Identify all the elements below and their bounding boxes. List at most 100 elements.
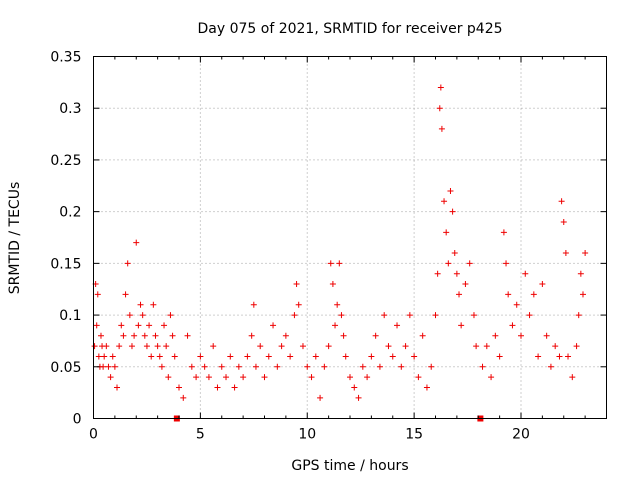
data-point (394, 322, 401, 329)
chart-title: Day 075 of 2021, SRMTID for receiver p42… (197, 21, 502, 37)
data-point (248, 332, 255, 339)
data-point (492, 332, 499, 339)
data-point (143, 343, 150, 350)
y-tick-label: 0.2 (59, 205, 81, 221)
data-point (569, 374, 576, 381)
data-point (126, 312, 133, 319)
data-point (332, 322, 339, 329)
data-point (118, 322, 125, 329)
data-point (299, 343, 306, 350)
data-point (447, 187, 454, 194)
data-point (91, 343, 98, 350)
data-point (577, 270, 584, 277)
data-point (116, 343, 123, 350)
data-point (122, 291, 129, 298)
data-point (462, 281, 469, 288)
data-point (436, 105, 443, 112)
data-point (214, 384, 221, 391)
data-point (432, 312, 439, 319)
data-point (148, 353, 155, 360)
data-point (522, 270, 529, 277)
y-tick-label: 0.3 (59, 101, 81, 117)
data-point (355, 394, 362, 401)
data-point (250, 301, 257, 308)
data-point (133, 239, 140, 246)
data-point (274, 363, 281, 370)
data-point (389, 353, 396, 360)
data-point (438, 125, 445, 132)
data-point (565, 353, 572, 360)
data-point (466, 260, 473, 267)
data-point (197, 353, 204, 360)
x-tick-labels: 0 5 10 15 20 (89, 427, 530, 443)
data-point (156, 353, 163, 360)
data-point (128, 343, 135, 350)
y-axis-label: SRMTID / TECUs (7, 182, 23, 295)
data-point (103, 343, 110, 350)
data-point (340, 332, 347, 339)
data-point (558, 198, 565, 205)
x-tick-label: 0 (89, 427, 98, 443)
x-tick-label: 5 (196, 427, 205, 443)
data-point (240, 374, 247, 381)
data-point (338, 312, 345, 319)
data-point (518, 332, 524, 339)
data-point (321, 363, 328, 370)
data-point (312, 353, 319, 360)
data-point (479, 363, 486, 370)
data-point (124, 260, 131, 267)
data-point (552, 343, 559, 350)
data-point (163, 343, 170, 350)
y-tick-label: 0.15 (50, 256, 81, 272)
data-point (176, 384, 182, 391)
data-point (470, 312, 477, 319)
data-point (291, 312, 298, 319)
data-point (451, 250, 458, 257)
data-point (231, 384, 238, 391)
data-point (227, 353, 234, 360)
data-point (329, 281, 336, 288)
data-point (573, 343, 580, 350)
data-point (93, 322, 100, 329)
data-point (293, 281, 300, 288)
data-point (158, 363, 165, 370)
grid (93, 56, 607, 419)
data-point (94, 291, 101, 298)
data-point (167, 312, 174, 319)
y-tick-label: 0 (73, 412, 82, 428)
data-point (458, 322, 465, 329)
axis-ticks (93, 56, 607, 419)
data-point (579, 291, 586, 298)
data-point (109, 353, 116, 360)
data-point (325, 343, 332, 350)
data-point (165, 374, 172, 381)
x-tick-label: 15 (405, 427, 423, 443)
data-point (560, 218, 567, 225)
data-point (336, 260, 343, 267)
data-point (547, 363, 554, 370)
data-point (252, 363, 259, 370)
data-point (505, 291, 512, 298)
data-point (530, 291, 537, 298)
data-point (543, 332, 550, 339)
data-point (453, 270, 460, 277)
data-point (105, 363, 112, 370)
data-point (437, 84, 444, 91)
data-point (278, 343, 285, 350)
data-point (141, 332, 148, 339)
data-point (184, 332, 191, 339)
data-point (308, 374, 315, 381)
x-tick-label: 20 (512, 427, 530, 443)
data-point (562, 250, 569, 257)
data-point (513, 301, 520, 308)
data-point (342, 353, 349, 360)
data-point (295, 301, 302, 308)
data-point (500, 229, 507, 236)
data-point (359, 363, 366, 370)
data-point (218, 363, 225, 370)
data-point (411, 353, 418, 360)
data-point (445, 260, 452, 267)
data-point (244, 353, 251, 360)
data-point (235, 363, 242, 370)
